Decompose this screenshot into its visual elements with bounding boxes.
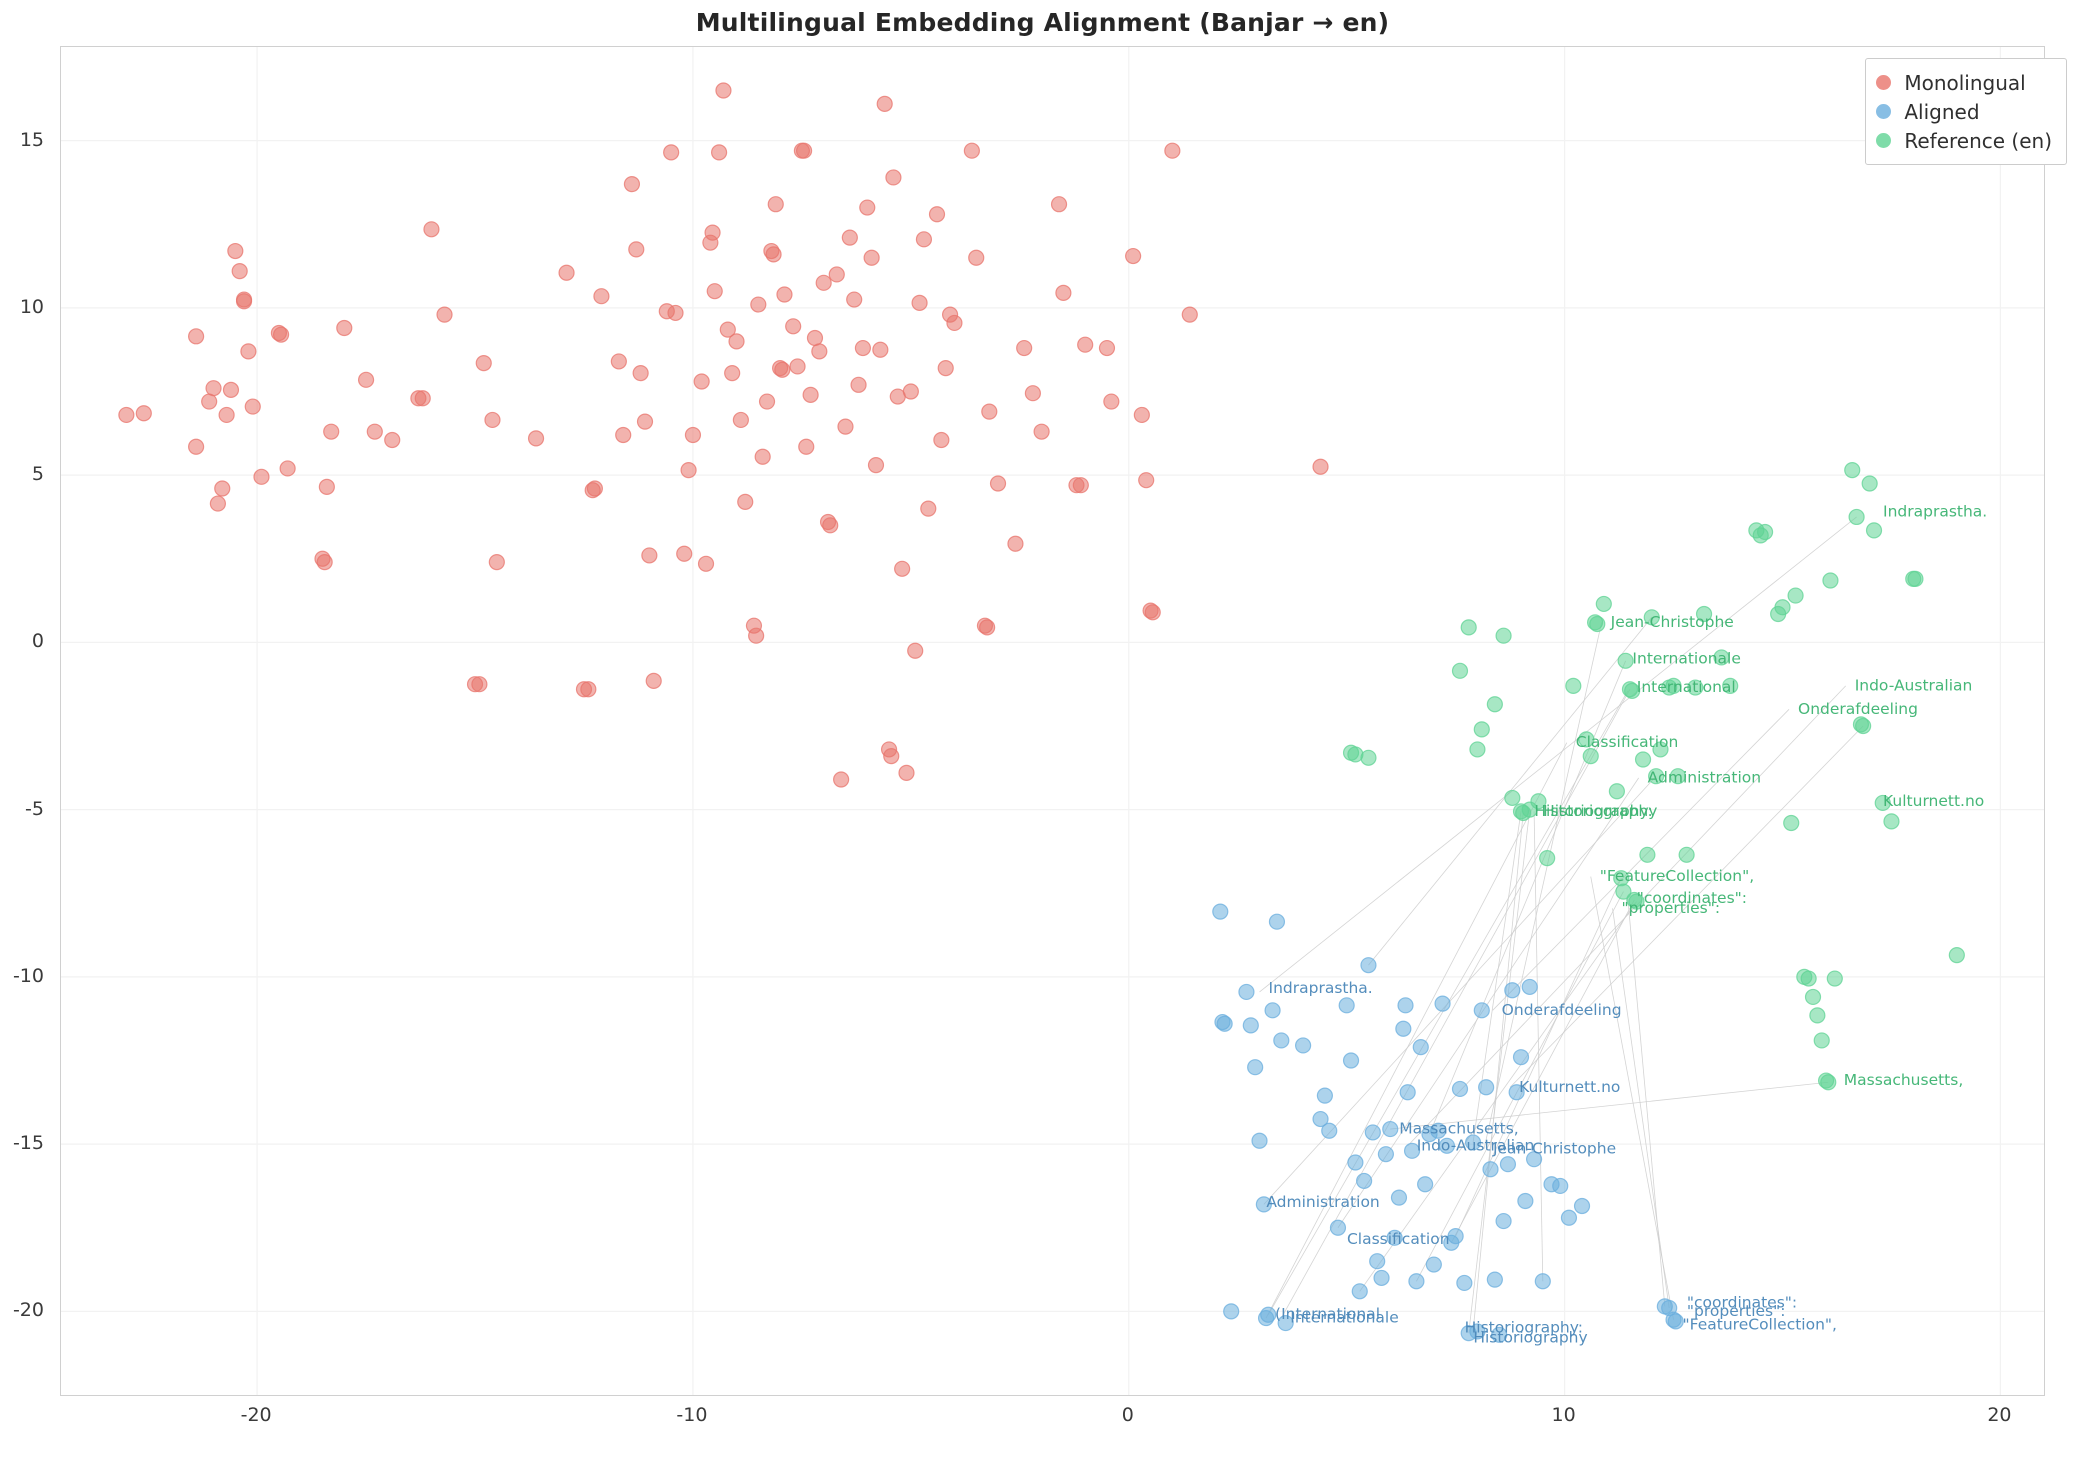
svg-text:Indraprastha.: Indraprastha. [1883, 502, 1987, 520]
svg-text:Onderafdeeling: Onderafdeeling [1502, 1001, 1622, 1019]
legend-label: Monolingual [1904, 70, 2026, 95]
point-annotations: Jean-Christophe Internationale Internation… [1266, 502, 1987, 1346]
plot-area: Jean-Christophe Internationale Internation… [60, 46, 2045, 1396]
svg-text:Historiography: Historiography [1543, 802, 1657, 820]
svg-text:"FeatureCollection",: "FeatureCollection", [1600, 867, 1754, 885]
svg-text:Administration: Administration [1648, 768, 1761, 786]
svg-text:(International: (International [1275, 1305, 1380, 1323]
gridlines [61, 47, 2044, 1395]
legend-swatch-icon [1876, 133, 1892, 148]
legend-item-aligned[interactable]: Aligned [1876, 97, 2052, 126]
svg-text:"properties":: "properties": [1622, 899, 1721, 917]
svg-text:Massachusetts,: Massachusetts, [1399, 1120, 1518, 1138]
svg-text:"coordinates":: "coordinates": [1637, 889, 1747, 907]
chart-legend[interactable]: Monolingual Aligned Reference (en) [1865, 58, 2067, 165]
y-tick-label: -15 [12, 1132, 44, 1155]
y-tick-label: 10 [19, 295, 44, 318]
y-tick-label: -5 [25, 797, 44, 820]
x-tick-label: 20 [1987, 1404, 2012, 1426]
y-tick-label: 5 [31, 463, 44, 486]
scatter-svg: Jean-Christophe Internationale Internation… [61, 47, 2044, 1395]
legend-item-reference-en[interactable]: Reference (en) [1876, 126, 2052, 155]
x-tick-label: -20 [240, 1404, 272, 1426]
y-tick-label: -10 [12, 964, 44, 987]
svg-text:Massachusetts,: Massachusetts, [1844, 1071, 1963, 1089]
legend-swatch-icon [1876, 75, 1892, 90]
svg-text:Onderafdeeling: Onderafdeeling [1798, 700, 1918, 718]
svg-text:Jean-Christophe: Jean-Christophe [1492, 1140, 1616, 1158]
svg-text:Internationale: Internationale [1632, 650, 1740, 668]
svg-text:"FeatureCollection",: "FeatureCollection", [1683, 1315, 1837, 1333]
legend-item-monolingual[interactable]: Monolingual [1876, 68, 2052, 97]
y-tick-label: 15 [19, 128, 44, 151]
data-points [118, 82, 1965, 1343]
svg-text:"coordinates":: "coordinates": [1687, 1294, 1797, 1312]
x-tick-label: 0 [1121, 1404, 1134, 1426]
x-tick-label: 10 [1551, 1404, 1576, 1426]
legend-label: Aligned [1904, 99, 1980, 124]
y-axis-tick-labels: 15 10 5 0 -5 -10 -15 -20 [0, 0, 52, 1483]
svg-text:Jean-Christophe: Jean-Christophe [1610, 613, 1734, 631]
y-tick-label: -20 [12, 1299, 44, 1322]
svg-text:Kulturnett.no: Kulturnett.no [1519, 1078, 1620, 1096]
svg-text:Indraprastha.: Indraprastha. [1269, 979, 1373, 997]
svg-text:Internationale: Internationale [1290, 1309, 1398, 1327]
x-tick-label: -10 [676, 1404, 708, 1426]
svg-text:Classification: Classification [1347, 1230, 1450, 1248]
legend-label: Reference (en) [1904, 128, 2052, 153]
y-tick-label: 0 [31, 630, 44, 653]
chart-title: Multilingual Embedding Alignment (Banjar… [695, 8, 1390, 37]
svg-text:International: International [1637, 678, 1736, 696]
svg-text:Historiography: Historiography [1473, 1329, 1587, 1347]
svg-text:Historiography:: Historiography: [1534, 802, 1652, 820]
svg-text:Classification: Classification [1576, 733, 1679, 751]
svg-text:Administration: Administration [1266, 1193, 1379, 1211]
svg-text:Indo-Australian: Indo-Australian [1417, 1136, 1535, 1154]
svg-text:Historiography:: Historiography: [1465, 1319, 1583, 1337]
svg-text:"properties":: "properties": [1687, 1302, 1786, 1320]
svg-text:Kulturnett.no: Kulturnett.no [1883, 792, 1984, 810]
legend-swatch-icon [1876, 104, 1892, 119]
svg-text:Indo-Australian: Indo-Australian [1855, 676, 1973, 694]
